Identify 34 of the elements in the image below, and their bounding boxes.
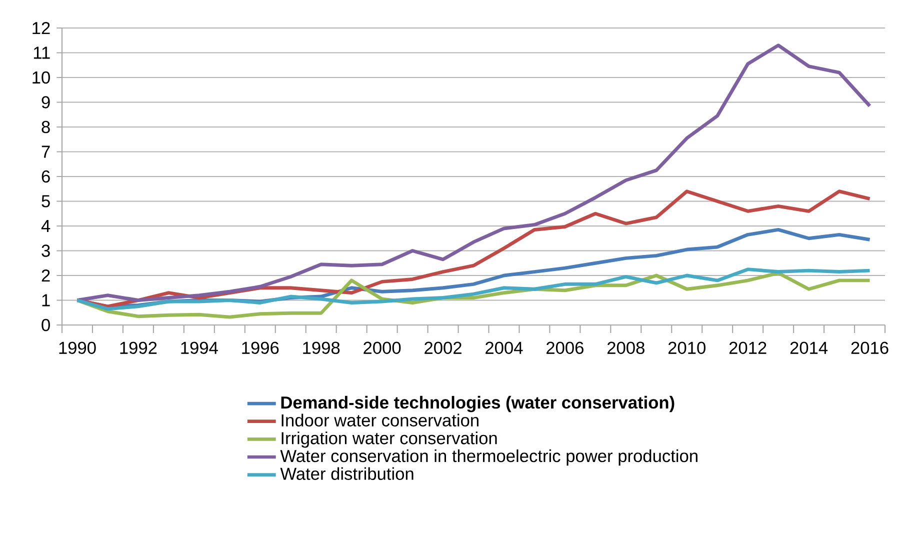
- x-tick-label: 1992: [120, 342, 157, 354]
- y-tick-label: 11: [34, 46, 50, 59]
- x-tick-label: 2004: [486, 342, 523, 354]
- legend-label: Water conservation in thermoelectric power production: [280, 449, 698, 466]
- x-tick-label: 1994: [181, 342, 218, 354]
- line-series: [76, 44, 872, 302]
- x-tick-label: 2000: [364, 342, 401, 354]
- x-tick-label: 1990: [59, 342, 96, 354]
- y-tick-label: 2: [42, 269, 50, 282]
- y-tick-label: 4: [41, 220, 50, 232]
- y-tick-label: 1: [42, 294, 50, 306]
- x-tick-label: 2016: [851, 342, 888, 354]
- y-tick-label: 0: [42, 318, 50, 332]
- legend-label: Indoor water conservation: [282, 414, 478, 426]
- y-tick-label: 3: [42, 244, 50, 257]
- x-tick-label: 2012: [729, 342, 766, 354]
- x-tick-label: 2002: [424, 342, 462, 354]
- y-tick-label: 8: [42, 120, 50, 134]
- y-tick-label: 5: [42, 195, 50, 208]
- x-tick-label: 2006: [546, 342, 584, 354]
- legend-label: Irrigation water conservation: [282, 432, 497, 448]
- x-tick-label: 2010: [668, 342, 706, 354]
- y-tick-label: 10: [32, 71, 50, 84]
- line-series: [76, 268, 872, 311]
- y-tick-label: 6: [42, 170, 50, 183]
- y-tick-label: 9: [42, 96, 50, 108]
- legend-label: Demand-side technologies (water conservation): [281, 396, 674, 412]
- x-tick-label: 1998: [303, 342, 340, 354]
- legend-label: Water distribution: [280, 467, 414, 480]
- x-tick-label: 2014: [790, 342, 828, 354]
- x-tick-label: 2008: [608, 342, 644, 354]
- y-tick-label: 7: [42, 146, 50, 158]
- x-tick-label: 1996: [242, 342, 279, 354]
- y-tick-label: 12: [32, 22, 50, 34]
